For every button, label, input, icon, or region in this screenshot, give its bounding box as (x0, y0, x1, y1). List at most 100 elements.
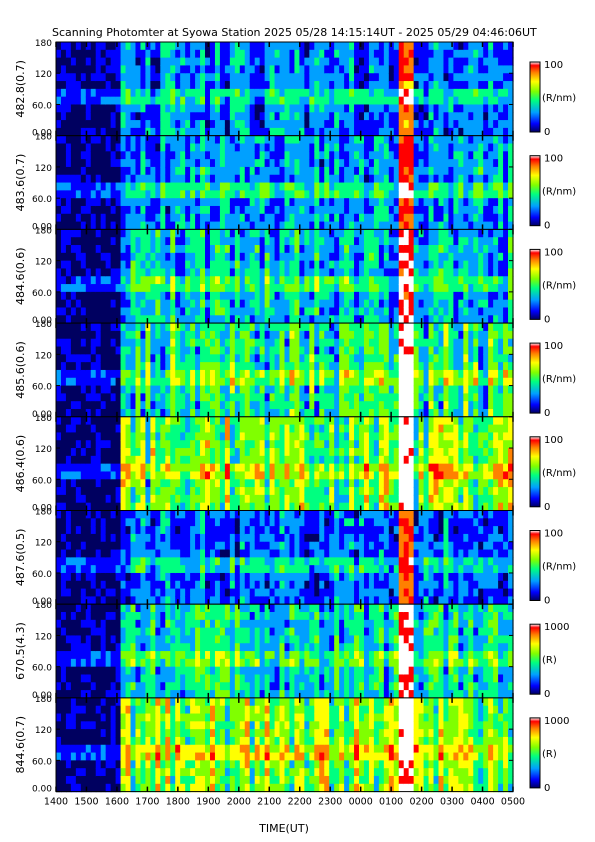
y-axis-label: 485.6(0.6) (14, 341, 27, 399)
colorbar-max: 100 (544, 247, 563, 258)
colorbar-min: 0 (544, 221, 550, 232)
colorbar-unit: (R) (542, 749, 557, 760)
panel-4: 0.00 60.0 120 180 485.6(0.6) 100 (R/nm) 0 (14, 320, 576, 420)
colorbar-max: 100 (544, 529, 563, 540)
heatmap-image (56, 229, 514, 324)
panel-7: 0.00 60.0 120 180 670.5(4.3) 1000 (R) 0 (14, 601, 569, 701)
y-tick-label: 180 (35, 320, 52, 330)
y-axis-label: 670.5(4.3) (14, 622, 27, 680)
colorbar-unit: (R/nm) (542, 562, 576, 573)
y-tick-label: 180 (35, 601, 52, 611)
y-tick-label: 60.0 (32, 289, 52, 299)
colorbar-unit: (R/nm) (542, 374, 576, 385)
y-tick-label: 120 (35, 539, 52, 549)
x-tick-label: 0300 (440, 797, 464, 808)
y-tick-label: 60.0 (32, 195, 52, 205)
y-tick-label: 60.0 (32, 383, 52, 393)
chart-title: Scanning Photomter at Syowa Station 2025… (52, 26, 537, 39)
y-axis-label: 484.6(0.6) (14, 247, 27, 305)
y-tick-label: 0.00 (32, 785, 52, 795)
colorbar (529, 623, 541, 695)
x-tick-label: 2200 (288, 797, 312, 808)
panel-6: 0.00 60.0 120 180 487.6(0.5) 100 (R/nm) 0 (14, 508, 576, 608)
y-tick-label: 120 (35, 70, 52, 80)
colorbar-max: 100 (544, 154, 563, 165)
heatmap-image (56, 42, 514, 137)
x-tick-label: 2100 (257, 797, 281, 808)
x-tick-label: 1400 (44, 797, 68, 808)
x-tick-label: 0200 (410, 797, 434, 808)
colorbar-unit: (R/nm) (542, 280, 576, 291)
x-tick-label: 1500 (74, 797, 98, 808)
colorbar (529, 155, 541, 227)
colorbar (529, 248, 541, 320)
y-tick-label: 0.00 (32, 129, 52, 139)
colorbar (529, 342, 541, 414)
x-tick-label: 0500 (501, 797, 525, 808)
x-tick-label: 0100 (379, 797, 403, 808)
panel-2: 0.00 60.0 120 180 483.6(0.7) 100 (R/nm) 0 (14, 133, 576, 233)
x-tick-label: 1700 (135, 797, 159, 808)
colorbar-max: 100 (544, 60, 563, 71)
heatmap-image (56, 416, 514, 512)
y-tick-label: 60.0 (32, 664, 52, 674)
x-axis-label: TIME(UT) (258, 822, 309, 835)
colorbar-min: 0 (544, 127, 550, 138)
y-tick-label: 0.00 (32, 316, 52, 326)
y-axis-label: 486.4(0.6) (14, 435, 27, 493)
y-tick-label: 120 (35, 351, 52, 361)
colorbar-min: 0 (544, 314, 550, 325)
heatmap-image (56, 323, 514, 418)
y-tick-label: 180 (35, 508, 52, 518)
y-tick-label: 180 (35, 133, 52, 143)
colorbar-min: 0 (544, 596, 550, 607)
colorbar-max: 1000 (544, 622, 569, 633)
colorbar-unit: (R/nm) (542, 468, 576, 479)
heatmap-image (56, 697, 514, 793)
y-tick-label: 120 (35, 445, 52, 455)
colorbar (529, 530, 541, 601)
heatmap-image (56, 135, 514, 230)
panel-3: 0.00 60.0 120 180 484.6(0.6) 100 (R/nm) 0 (14, 226, 576, 326)
colorbar-min: 0 (544, 689, 550, 700)
y-tick-label: 180 (35, 226, 52, 236)
y-axis-label: 487.6(0.5) (14, 529, 27, 587)
y-tick-label: 120 (35, 726, 52, 736)
colorbar-max: 100 (544, 341, 563, 352)
y-axis-label: 844.6(0.7) (14, 716, 27, 774)
y-axis-label: 483.6(0.7) (14, 154, 27, 212)
colorbar (529, 717, 541, 789)
colorbar (529, 61, 541, 133)
colorbar-unit: (R/nm) (542, 93, 576, 104)
y-tick-label: 60.0 (32, 476, 52, 486)
x-tick-label: 1900 (196, 797, 220, 808)
y-tick-label: 0.00 (32, 410, 52, 420)
x-tick-label: 1800 (166, 797, 190, 808)
panels: 0.00 60.0 120 180 482.8(0.7) 100 (R/nm) 0 0.00 60… (14, 39, 576, 795)
y-tick-label: 180 (35, 414, 52, 424)
heatmap-image (56, 604, 514, 699)
colorbar-min: 0 (544, 408, 550, 419)
y-axis-label: 482.8(0.7) (14, 60, 27, 118)
y-tick-label: 180 (35, 39, 52, 49)
x-tick-label: 0400 (470, 797, 494, 808)
x-tick-label: 2300 (318, 797, 342, 808)
heatmap-image (56, 510, 514, 605)
y-tick-label: 0.00 (32, 597, 52, 607)
colorbar-unit: (R) (542, 655, 557, 666)
y-tick-label: 120 (35, 632, 52, 642)
y-tick-label: 0.00 (32, 691, 52, 701)
y-tick-label: 60.0 (32, 570, 52, 580)
colorbar-max: 100 (544, 435, 563, 446)
y-tick-label: 180 (35, 695, 52, 705)
colorbar-min: 0 (544, 502, 550, 513)
x-axis: 1400 1500 1600 1700 1800 1900 2000 2100 2200 2300… (44, 797, 525, 808)
colorbar-min: 0 (544, 783, 550, 794)
panel-5: 0.00 60.0 120 180 486.4(0.6) 100 (R/nm) 0 (14, 414, 576, 514)
y-tick-label: 60.0 (32, 757, 52, 767)
colorbar-max: 1000 (544, 716, 569, 727)
y-tick-label: 0.00 (32, 504, 52, 514)
panel-1: 0.00 60.0 120 180 482.8(0.7) 100 (R/nm) 0 (14, 39, 576, 139)
y-tick-label: 60.0 (32, 101, 52, 111)
